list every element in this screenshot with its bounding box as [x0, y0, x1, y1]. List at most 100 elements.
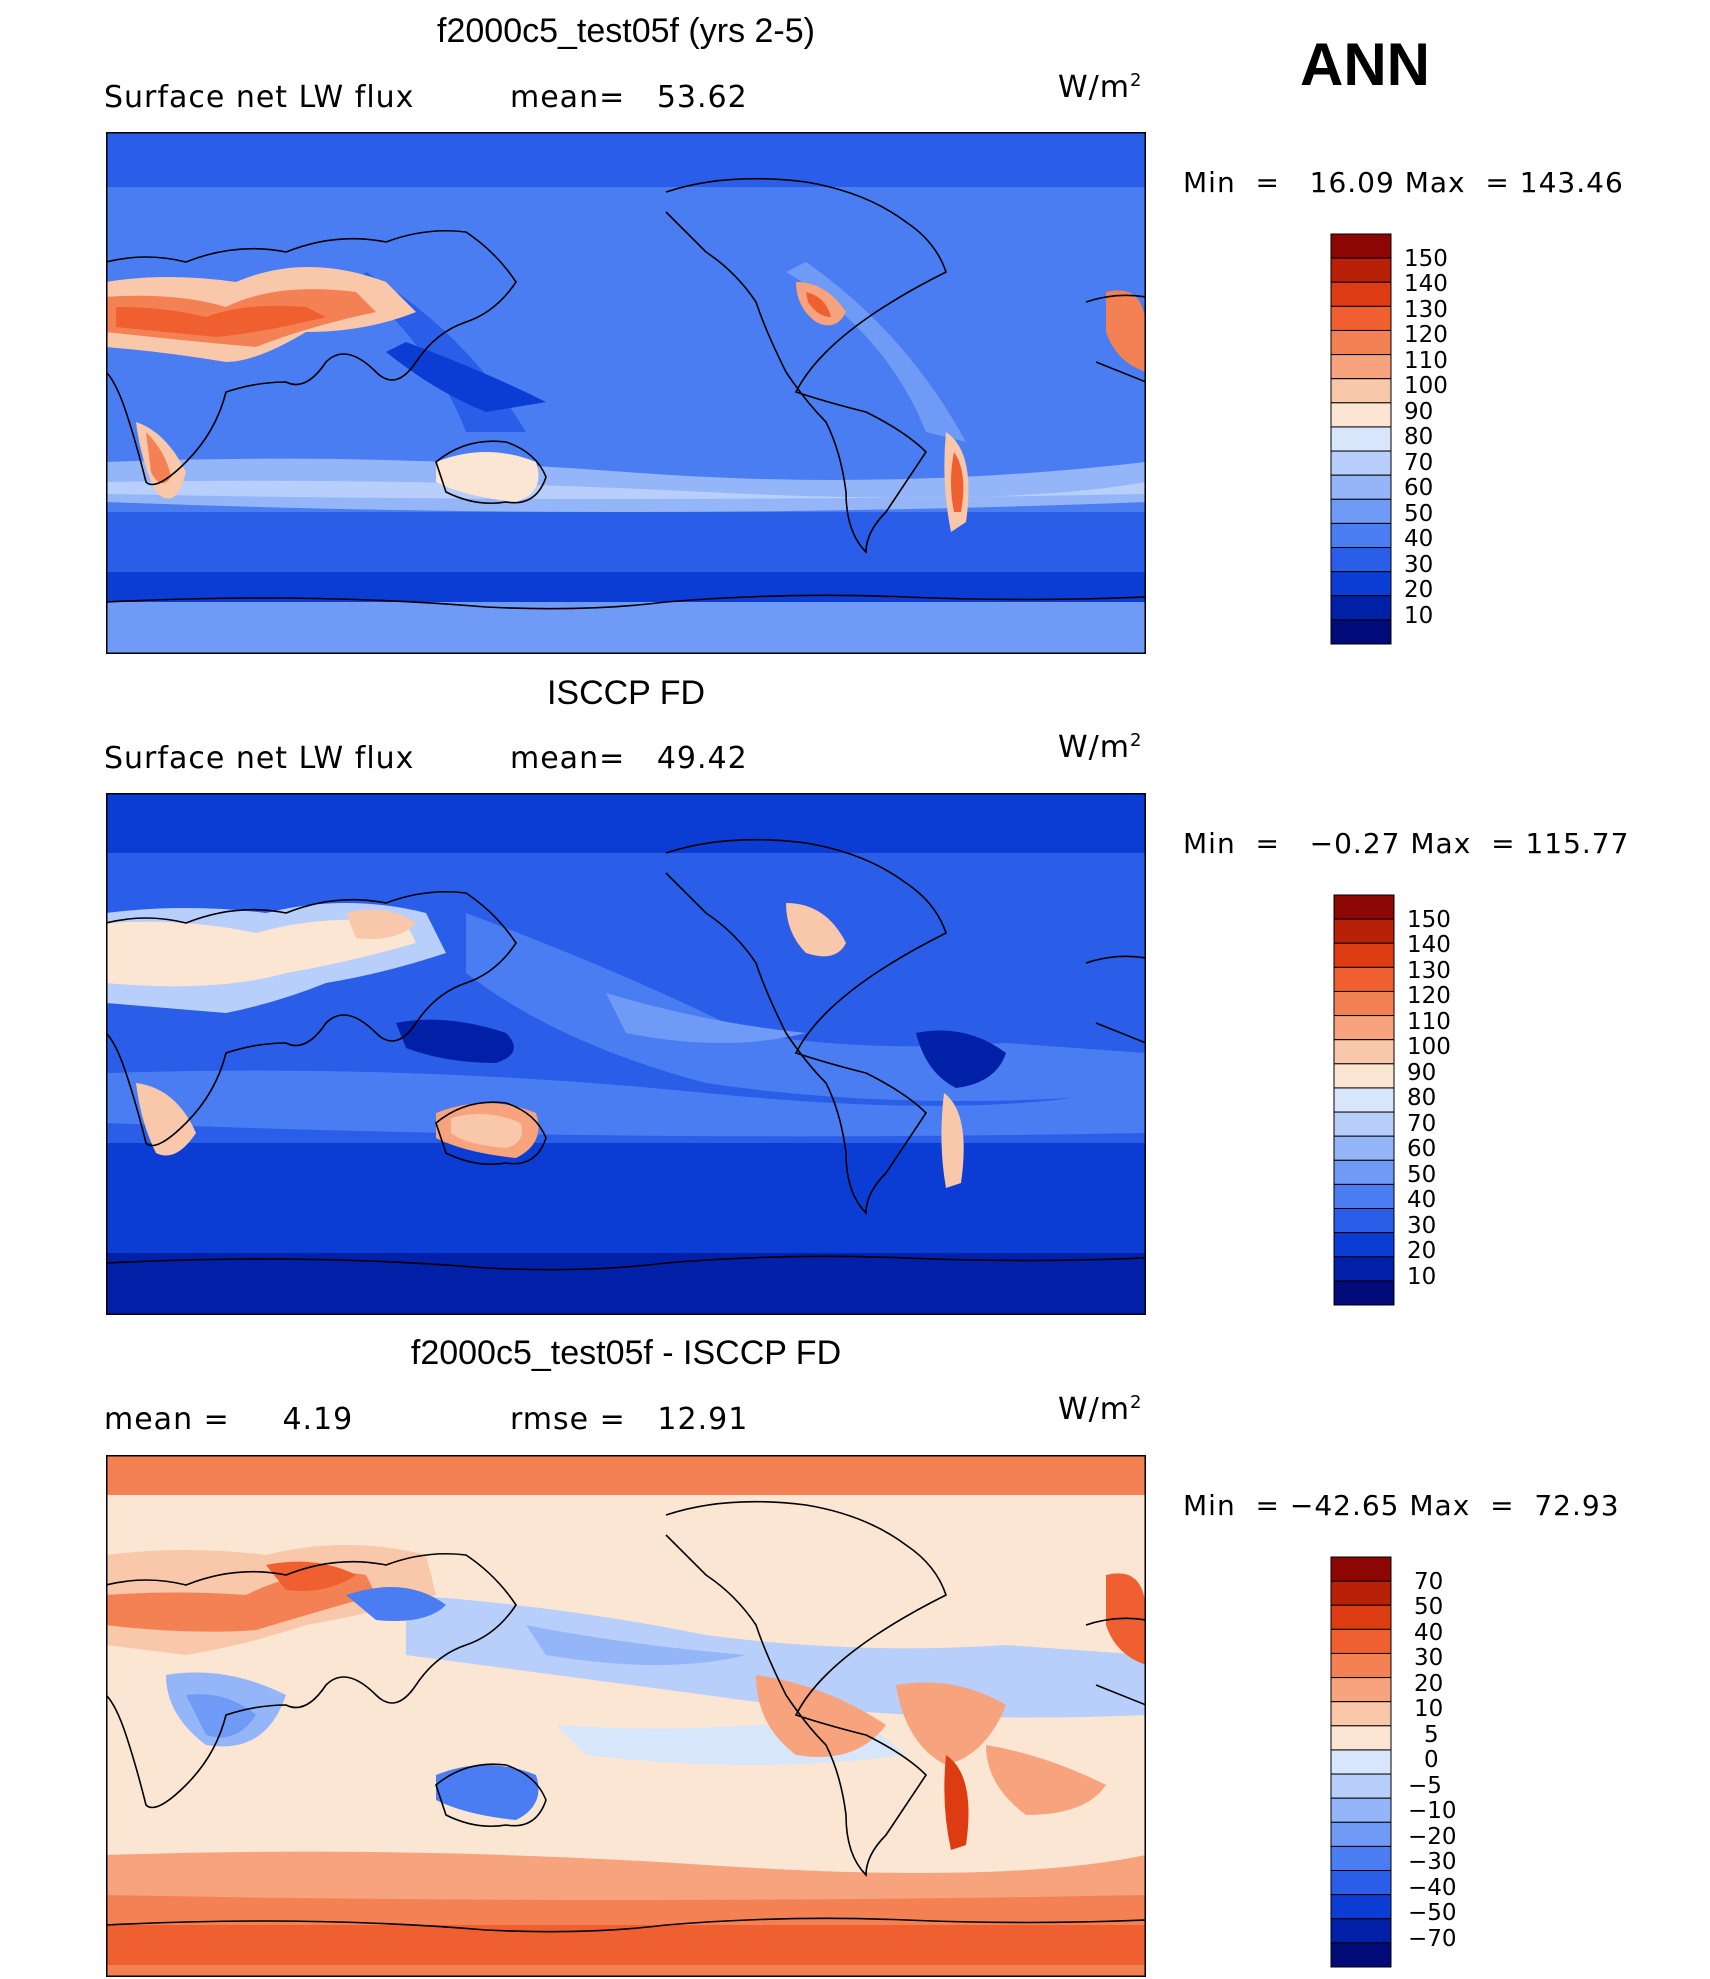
colorbar-label: 120	[1404, 322, 1448, 348]
panel3-rmse-stat: rmse = 12.91	[510, 1402, 748, 1437]
colorbar-label: 80	[1407, 1085, 1437, 1111]
colorbar-swatch	[1333, 1232, 1395, 1258]
colorbar-swatch	[1330, 1677, 1392, 1703]
colorbar-label: 10	[1407, 1264, 1437, 1290]
panel2-map	[106, 793, 1146, 1315]
colorbar-swatch	[1333, 1111, 1395, 1137]
panel3-title: f2000c5_test05f - ISCCP FD	[410, 1334, 842, 1372]
colorbar-label: −40	[1408, 1875, 1457, 1901]
colorbar-swatch	[1333, 1087, 1395, 1113]
panel2-minmax: Min = −0.27 Max = 115.77	[1183, 827, 1630, 860]
panel3-colorbar-labels: 70 50 40 30 20 10 5 0 −5 −10 −20 −30 −40…	[1404, 1556, 1524, 1968]
colorbar-label: 30	[1404, 552, 1434, 578]
colorbar-swatch	[1330, 450, 1392, 476]
colorbar-label: 40	[1414, 1620, 1444, 1646]
colorbar-label: 110	[1407, 1009, 1451, 1035]
colorbar-label: 20	[1414, 1671, 1444, 1697]
colorbar-label: 90	[1407, 1060, 1437, 1086]
colorbar-swatch	[1333, 894, 1395, 920]
colorbar-swatch	[1330, 1821, 1392, 1847]
panel2-mean-stat: mean= 49.42	[510, 741, 748, 776]
panel2-colorbar	[1333, 894, 1395, 1306]
panel1-mean-value: 53.62	[656, 80, 748, 115]
colorbar-swatch	[1330, 1918, 1392, 1944]
colorbar-label: 70	[1414, 1569, 1444, 1595]
colorbar-swatch	[1333, 1135, 1395, 1161]
colorbar-swatch	[1330, 281, 1392, 307]
colorbar-swatch	[1333, 990, 1395, 1017]
colorbar-swatch	[1330, 1749, 1392, 1775]
colorbar-swatch	[1330, 1773, 1392, 1799]
colorbar-label: −5	[1408, 1773, 1442, 1799]
colorbar-swatch	[1333, 1256, 1395, 1282]
colorbar-swatch	[1330, 257, 1392, 283]
colorbar-swatch	[1330, 1701, 1392, 1727]
colorbar-swatch	[1330, 547, 1392, 573]
colorbar-label: 30	[1414, 1645, 1444, 1671]
colorbar-label: 90	[1404, 399, 1434, 425]
panel1-map	[106, 132, 1146, 654]
panel3-map	[106, 1455, 1146, 1977]
colorbar-swatch	[1330, 1652, 1392, 1679]
colorbar-swatch	[1330, 522, 1392, 549]
colorbar-label: 110	[1404, 348, 1448, 374]
colorbar-swatch	[1333, 918, 1395, 944]
colorbar-label: 20	[1407, 1238, 1437, 1264]
panel1-colorbar	[1330, 233, 1392, 645]
colorbar-swatch	[1330, 1556, 1392, 1582]
colorbar-label: 30	[1407, 1213, 1437, 1239]
colorbar-label: 0	[1424, 1747, 1439, 1773]
panel1-mean-stat: mean= 53.62	[510, 80, 748, 115]
colorbar-label: 130	[1404, 297, 1448, 323]
colorbar-label: 130	[1407, 958, 1451, 984]
colorbar-label: −30	[1408, 1849, 1457, 1875]
panel3-rmse-label: rmse =	[510, 1402, 626, 1437]
panel1-mean-label: mean=	[510, 80, 626, 115]
panel3-units: W/m2	[1058, 1392, 1143, 1427]
colorbar-swatch	[1333, 1208, 1395, 1234]
panel3-mean-stat: mean = 4.19	[104, 1402, 353, 1437]
colorbar-swatch	[1330, 1628, 1392, 1654]
colorbar-swatch	[1330, 571, 1392, 597]
panel3-mean-label: mean =	[104, 1402, 230, 1437]
colorbar-swatch	[1330, 402, 1392, 428]
panel1-units: W/m2	[1058, 70, 1143, 105]
colorbar-swatch	[1330, 305, 1392, 331]
colorbar-label: 60	[1407, 1136, 1437, 1162]
colorbar-label: −50	[1408, 1900, 1457, 1926]
colorbar-label: 50	[1414, 1594, 1444, 1620]
panel1-variable-label: Surface net LW flux	[104, 80, 415, 115]
colorbar-swatch	[1330, 426, 1392, 452]
colorbar-swatch	[1330, 354, 1392, 380]
colorbar-label: 70	[1407, 1111, 1437, 1137]
colorbar-label: 150	[1404, 246, 1448, 272]
colorbar-swatch	[1330, 1797, 1392, 1823]
panel1-minmax: Min = 16.09 Max = 143.46	[1183, 166, 1624, 199]
panel1-colorbar-labels: 150 140 130 120 110 100 90 80 70 60 50 4…	[1404, 233, 1524, 645]
panel2-units: W/m2	[1058, 730, 1143, 765]
panel3-mean-value: 4.19	[282, 1402, 354, 1437]
colorbar-swatch	[1330, 1845, 1392, 1872]
colorbar-swatch	[1333, 942, 1395, 968]
season-label: ANN	[1300, 31, 1430, 98]
colorbar-label: 5	[1424, 1722, 1439, 1748]
colorbar-label: 140	[1407, 932, 1451, 958]
colorbar-label: −20	[1408, 1824, 1457, 1850]
colorbar-swatch	[1330, 1604, 1392, 1630]
panel1-title: f2000c5_test05f (yrs 2-5)	[437, 12, 815, 50]
colorbar-label: 60	[1404, 475, 1434, 501]
colorbar-label: 100	[1407, 1034, 1451, 1060]
colorbar-label: 120	[1407, 983, 1451, 1009]
panel2-mean-value: 49.42	[656, 741, 748, 776]
colorbar-swatch	[1333, 966, 1395, 992]
colorbar-label: 50	[1407, 1162, 1437, 1188]
colorbar-label: 10	[1404, 603, 1434, 629]
colorbar-swatch	[1330, 233, 1392, 259]
colorbar-label: 50	[1404, 501, 1434, 527]
colorbar-swatch	[1333, 1015, 1395, 1041]
colorbar-label: 150	[1407, 907, 1451, 933]
colorbar-swatch	[1333, 1063, 1395, 1089]
colorbar-swatch	[1330, 1894, 1392, 1920]
panel2-title: ISCCP FD	[546, 674, 706, 712]
colorbar-swatch	[1330, 619, 1392, 645]
